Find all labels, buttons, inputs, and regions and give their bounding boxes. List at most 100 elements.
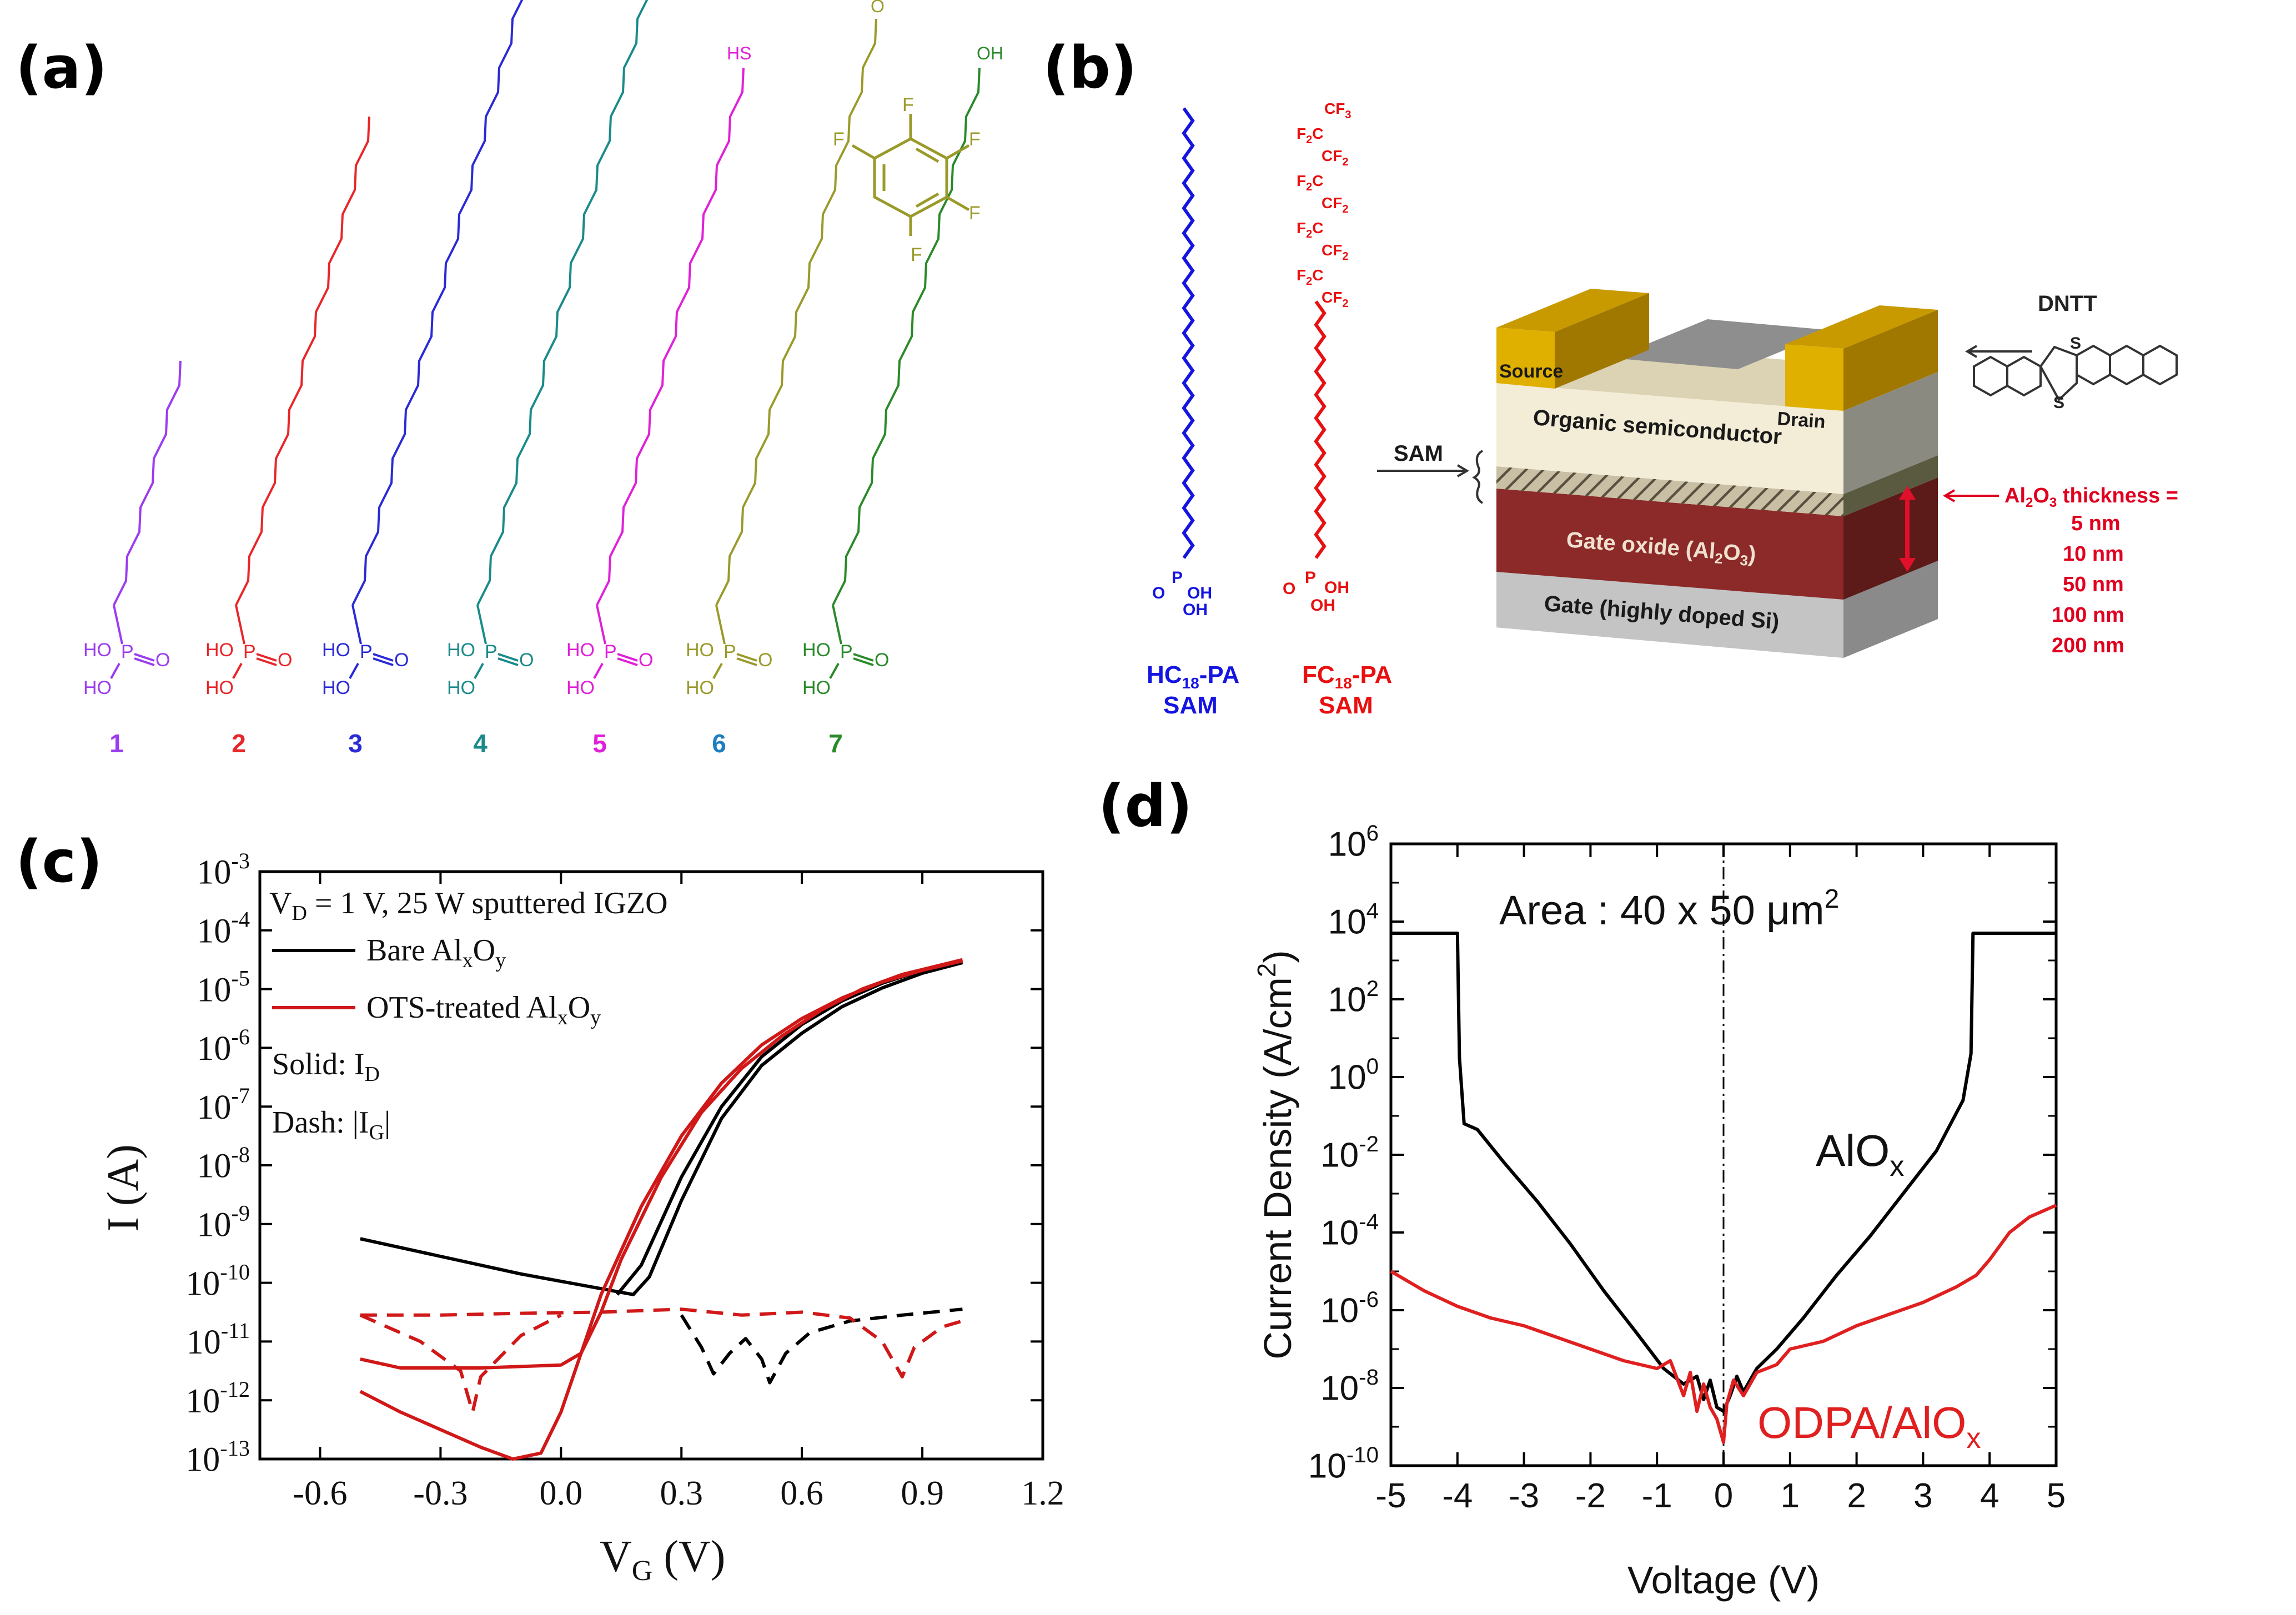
y-tick-label: 10-10: [1308, 1442, 1379, 1486]
head-atom-label: P: [121, 641, 134, 662]
hc-head-oh: OH: [1187, 584, 1212, 602]
hc-head-oh: OH: [1183, 601, 1208, 619]
x-tick-label: 0.6: [780, 1475, 823, 1512]
y-tick-label: 10-8: [197, 1142, 250, 1185]
y-axis-label: Current Density (A/cm2): [1252, 950, 1299, 1359]
head-atom-label: P: [360, 641, 373, 662]
head-atom-label: HO: [83, 677, 112, 698]
series-line: [680, 1307, 963, 1385]
panel-label-d: (d): [1098, 772, 1193, 840]
fc18-sam-label: SAM: [1319, 692, 1373, 719]
head-atom-label: HO: [322, 677, 350, 698]
hc18-pa-chain: [1182, 107, 1195, 559]
dash-note: Dash: |IG|: [272, 1105, 390, 1144]
thickness-title: Al2O3 thickness =: [2004, 484, 2178, 510]
alkyl-chain-7: [832, 67, 981, 606]
drain-electrode: [1785, 344, 1843, 411]
alox-label: AlOx: [1816, 1126, 1904, 1183]
thickness-arrow: [1943, 489, 1999, 502]
solid-note: Solid: ID: [272, 1047, 380, 1086]
fc18-pa-label: FC18-PA: [1302, 661, 1392, 692]
hydroxyl-label: OH: [977, 43, 1003, 63]
y-axis-label: I (A): [99, 1144, 148, 1232]
ether-oxygen-label: O: [871, 0, 885, 16]
head-atom-label: HO: [322, 640, 350, 661]
semiconductor-layer: [1496, 383, 1843, 494]
molecule-number-1: 1: [109, 729, 124, 758]
y-tick-label: 10-9: [197, 1201, 250, 1244]
sulfur-atom: S: [2053, 394, 2064, 412]
molecule-number-5: 5: [592, 729, 607, 758]
alkyl-chain-4: [476, 0, 649, 606]
molecule-number-2: 2: [232, 729, 246, 758]
x-tick-label: 1.2: [1021, 1475, 1064, 1512]
y-tick-label: 102: [1328, 976, 1379, 1019]
y-tick-label: 10-13: [185, 1436, 250, 1479]
x-tick-label: 0.9: [901, 1475, 944, 1512]
head-atom-label: P: [243, 641, 256, 662]
head-atom-label: O: [519, 650, 534, 671]
fc-head-oh: OH: [1324, 578, 1349, 597]
fluorocarbon-label: F2C: [1297, 219, 1323, 240]
fc-head-p: P: [1305, 568, 1316, 587]
head-atom-label: HO: [686, 677, 714, 698]
molecule-number-4: 4: [473, 729, 488, 758]
y-tick-label: 10-2: [1320, 1131, 1379, 1175]
molecule-number-3: 3: [348, 729, 363, 758]
panel-d-leakage-chart: -5 -4 -3 -2 -1 0 1 2 3 4 5 106 104 102 100 10-2 10-4 10-6…: [1252, 821, 2066, 1602]
panel-a-molecules: HOPOHO1HOPOHO2HOPOHO3HOPOHO4HOOHOPOHO5HS…: [83, 0, 1003, 758]
head-atom-label: O: [394, 650, 409, 671]
head-atom-label: HO: [83, 640, 112, 661]
thickness-value: 50 nm: [2063, 573, 2124, 596]
source-electrode: [1496, 328, 1555, 389]
y-tick-label: 10-7: [197, 1083, 250, 1126]
odpa-alox-label: ODPA/AlOx: [1757, 1398, 1981, 1455]
panel-c-transfer-chart: -0.6 -0.3 0.0 0.3 0.6 0.9 1.2 10-3 10-4 10-5 10-6 1…: [99, 848, 1064, 1587]
thiol-label: HS: [727, 43, 751, 63]
x-tick-label: -2: [1575, 1477, 1606, 1515]
y-tick-label: 10-6: [197, 1024, 250, 1068]
x-tick-label: -5: [1375, 1477, 1406, 1515]
series-line: [359, 1314, 562, 1414]
series-line: [1391, 932, 2056, 1413]
thickness-value: 100 nm: [2052, 603, 2124, 627]
x-tick-label: 0.3: [660, 1475, 703, 1512]
panel-label-a: (a): [16, 34, 107, 102]
head-atom-label: O: [278, 650, 292, 671]
x-tick-label: -0.3: [413, 1475, 468, 1512]
head-atom-label: O: [155, 650, 170, 671]
series-line: [1390, 1204, 2057, 1444]
head-atom-label: HO: [566, 677, 595, 698]
gate-layer: [1496, 572, 1843, 658]
panel-label-b: (b): [1043, 34, 1137, 102]
x-tick-label: 5: [2047, 1477, 2066, 1515]
legend-bare: Bare AlxOy: [366, 933, 506, 972]
head-atom-label: P: [604, 641, 617, 662]
panel-label-c: (c): [16, 828, 103, 895]
y-tick-label: 10-12: [185, 1377, 250, 1420]
head-atom-label: O: [639, 650, 653, 671]
alkyl-chain-6: [715, 18, 877, 606]
x-tick-label: -1: [1642, 1477, 1672, 1515]
y-tick-label: 10-4: [1320, 1209, 1379, 1252]
hc18-sam-label: SAM: [1163, 692, 1218, 719]
head-atom-label: O: [758, 650, 772, 671]
y-tick-label: 106: [1328, 821, 1379, 864]
fluorine-label: F: [969, 203, 981, 224]
y-tick-label: 10-5: [197, 965, 250, 1009]
y-tick-label: 10-3: [197, 848, 250, 892]
x-tick-label: 0.0: [540, 1475, 583, 1512]
x-tick-label: 1: [1781, 1477, 1800, 1515]
dntt-arrow: [1965, 345, 2032, 358]
head-atom-label: HO: [686, 640, 714, 661]
sulfur-atom: S: [2070, 334, 2081, 353]
alkyl-chain-2: [235, 116, 370, 606]
x-tick-label: -0.6: [293, 1475, 347, 1512]
head-atom-label: P: [724, 641, 736, 662]
head-atom-label: HO: [205, 677, 234, 698]
fluorine-label: F: [911, 244, 922, 265]
y-tick-label: 10-10: [185, 1259, 250, 1302]
fluorocarbon-label: F2C: [1297, 172, 1323, 193]
head-atom-label: HO: [802, 677, 831, 698]
